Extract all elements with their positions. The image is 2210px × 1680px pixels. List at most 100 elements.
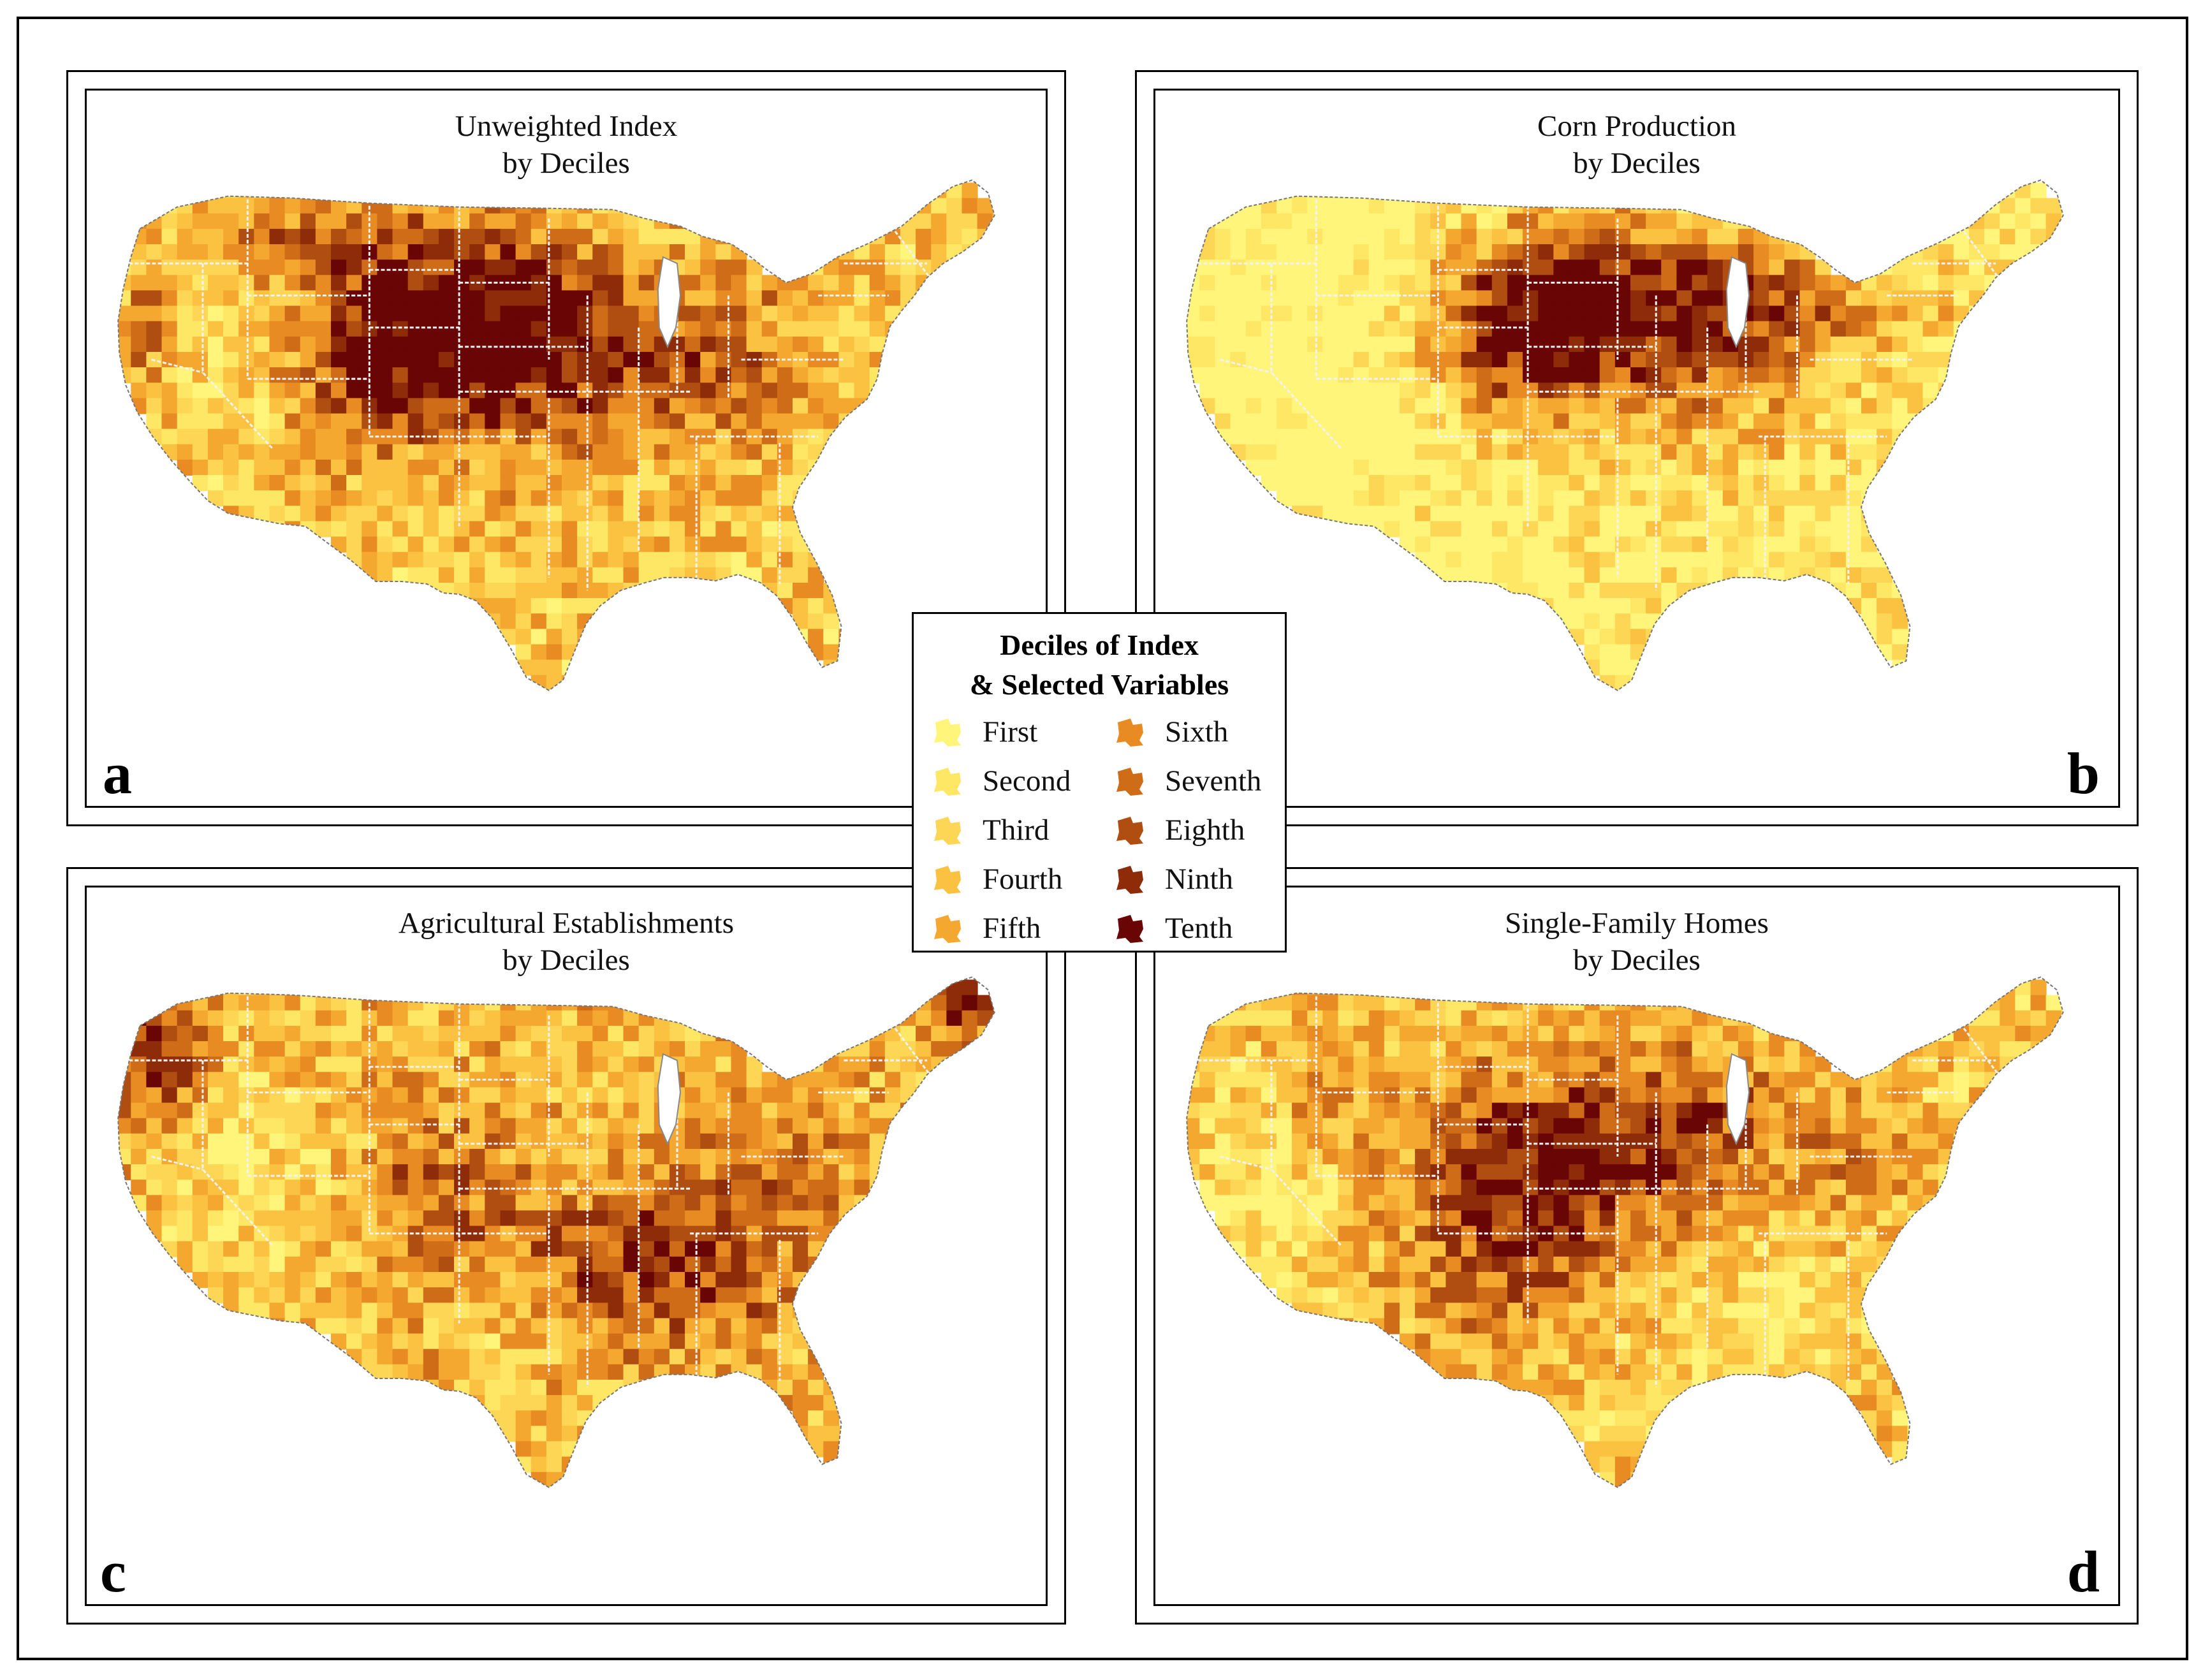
county-cell [1845, 383, 1862, 399]
county-cell [1338, 321, 1354, 337]
county-cell [1676, 444, 1693, 460]
county-cell [438, 459, 455, 476]
county-cell [731, 275, 747, 291]
county-cell [1845, 521, 1862, 537]
county-cell [515, 1225, 532, 1242]
county-cell [1276, 275, 1293, 291]
county-cell [1400, 290, 1416, 307]
county-cell [1322, 1010, 1339, 1026]
county-cell [1338, 351, 1354, 369]
county-cell [884, 1102, 901, 1119]
county-cell [515, 490, 532, 507]
county-cell [562, 582, 578, 599]
county-cell [700, 1180, 717, 1196]
county-cell [1861, 459, 1878, 476]
county-cell [1769, 244, 1785, 261]
county-cell [562, 244, 578, 261]
county-cell [454, 398, 471, 414]
county-cell [1953, 305, 1970, 322]
county-cell [777, 582, 794, 599]
county-cell [1830, 536, 1847, 553]
county-cell [1261, 428, 1277, 445]
county-cell [407, 536, 424, 553]
county-cell [900, 275, 917, 291]
county-cell [1415, 475, 1431, 492]
county-cell [454, 413, 471, 430]
county-cell [638, 1303, 655, 1319]
county-cell [685, 490, 701, 507]
county-cell [1292, 1056, 1308, 1073]
county-cell [777, 1087, 794, 1104]
county-cell [777, 1180, 794, 1196]
legend-item: Fifth [929, 906, 1041, 951]
county-cell [1907, 1180, 1924, 1196]
county-cell [1553, 1118, 1570, 1134]
county-cell [1445, 1348, 1462, 1365]
county-cell [1199, 244, 1216, 261]
county-cell [1538, 506, 1555, 522]
legend-label: Sixth [1165, 715, 1229, 749]
county-cell [638, 1210, 655, 1227]
county-cell [1476, 1195, 1493, 1211]
county-cell [1984, 290, 2001, 307]
county-cell [1445, 336, 1462, 353]
county-cell [300, 336, 316, 353]
county-cell [1491, 1118, 1508, 1134]
county-cell [1784, 551, 1801, 568]
county-cell [900, 1056, 917, 1073]
county-cell [823, 336, 840, 353]
legend-swatch-shape [934, 768, 961, 796]
county-cell [485, 536, 501, 553]
county-cell [392, 444, 409, 460]
county-cell [1261, 1241, 1277, 1257]
county-cell [608, 1318, 624, 1334]
county-cell [1676, 1118, 1693, 1134]
county-cell [254, 1072, 270, 1088]
county-cell [1769, 459, 1785, 476]
county-cell [407, 1041, 424, 1058]
county-cell [685, 1348, 701, 1365]
county-cell [1353, 244, 1370, 261]
county-cell [623, 1164, 640, 1181]
county-cell [1292, 228, 1308, 245]
county-cell [1187, 1072, 1201, 1088]
county-cell [1707, 1087, 1723, 1104]
county-cell [515, 1010, 532, 1026]
county-cell [454, 351, 471, 369]
county-cell [392, 1333, 409, 1350]
county-cell [315, 290, 332, 307]
county-cell [1815, 521, 1831, 537]
county-cell [515, 1210, 532, 1227]
county-cell [407, 1180, 424, 1196]
county-cell [500, 351, 516, 369]
county-cell [700, 1303, 717, 1319]
county-cell [362, 398, 378, 414]
county-cell [118, 1087, 132, 1104]
county-cell [1523, 1118, 1539, 1134]
county-cell [485, 398, 501, 414]
county-cell [192, 1256, 209, 1273]
county-cell [500, 1210, 516, 1227]
county-cell [1753, 551, 1770, 568]
county-cell [531, 598, 547, 615]
county-cell [562, 1041, 578, 1058]
county-cell [1707, 1195, 1723, 1211]
county-cell [731, 1318, 747, 1334]
county-cell [1614, 1087, 1632, 1104]
county-cell [823, 275, 840, 291]
county-cell [1415, 995, 1431, 1011]
county-cell [1215, 1041, 1231, 1058]
county-cell [438, 383, 455, 399]
county-cell [700, 367, 717, 384]
county-cell [1630, 367, 1647, 384]
county-cell [592, 198, 609, 214]
county-cell [207, 336, 224, 353]
county-cell [346, 1133, 363, 1150]
county-cell [1830, 383, 1847, 399]
county-cell [1599, 1241, 1616, 1257]
county-cell [1646, 1072, 1662, 1088]
county-cell [1553, 536, 1570, 553]
county-cell [1661, 1303, 1678, 1319]
county-cell [1491, 1010, 1508, 1026]
county-cell [1830, 428, 1847, 445]
